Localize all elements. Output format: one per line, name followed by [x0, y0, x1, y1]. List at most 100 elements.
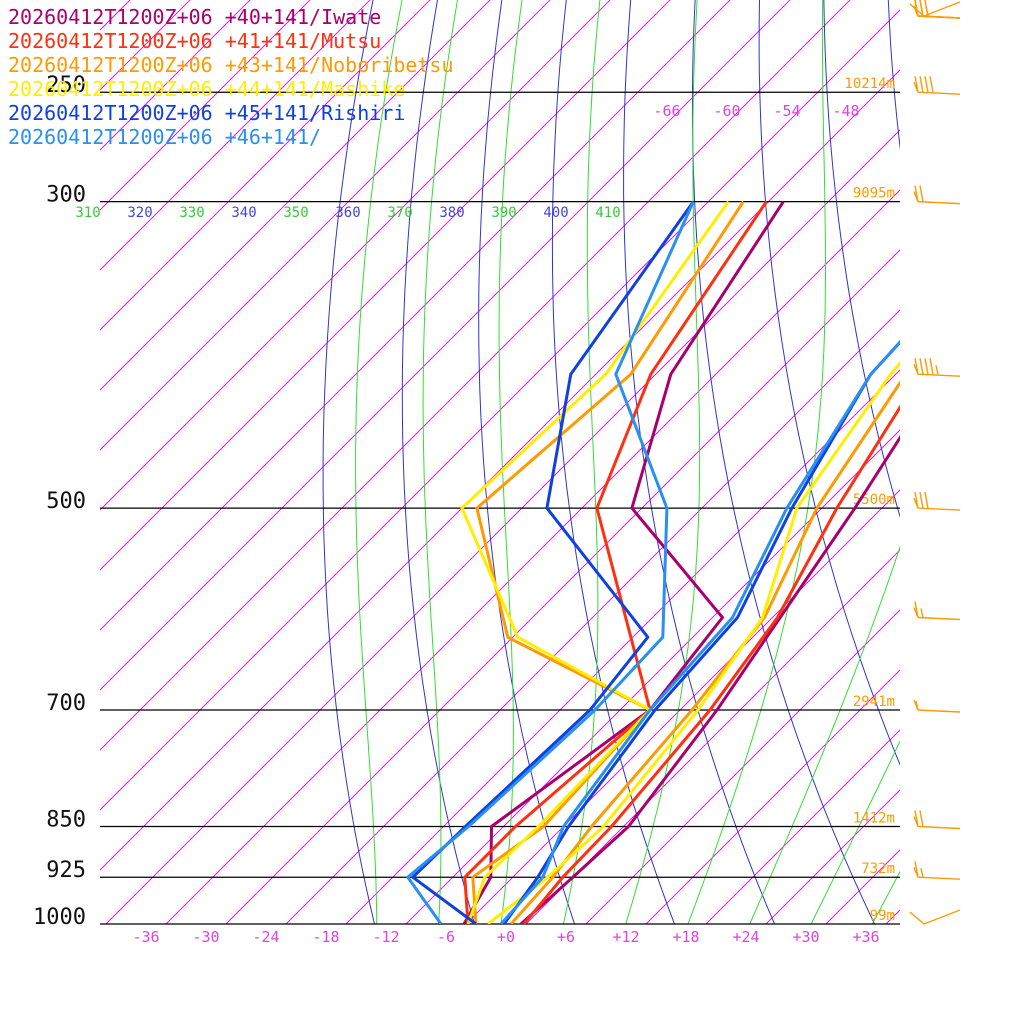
wind-barb [909, 909, 961, 925]
wind-barb-shaft [917, 709, 961, 713]
temperature-line [502, 339, 900, 924]
height-label: 732m [861, 861, 895, 877]
dewpoint-line [460, 200, 730, 924]
wind-barb-flag [924, 491, 929, 509]
wind-barb [913, 76, 961, 95]
temperature-tick-label: -12 [372, 928, 399, 946]
wind-barb-flag [914, 491, 919, 509]
temperature-tick-label: +6 [557, 928, 575, 946]
temperature-tick-label: +0 [497, 928, 515, 946]
wind-barbs [909, 0, 961, 925]
theta-label: 410 [595, 205, 620, 221]
sounding-series [406, 200, 900, 924]
theta-labels: 310 320 330 340 350 360 370 380 390 400 410 [75, 205, 620, 221]
theta-label: 360 [335, 205, 360, 221]
theta-label: 380 [439, 205, 464, 221]
temperature-tick-label: -30 [192, 928, 219, 946]
upper-temperature-label: -54 [773, 102, 800, 120]
wind-barb-flag [919, 185, 924, 202]
upper-temperature-labels: -66 -60 -54 -48 [653, 102, 859, 120]
wind-barb-shaft [917, 507, 961, 511]
wind-barb-flag [914, 0, 919, 17]
wind-barb-flag [929, 358, 934, 375]
height-label: 1412m [853, 810, 895, 826]
wind-barb-flag [914, 601, 919, 618]
wind-barb-flag [914, 861, 919, 878]
wind-barb-shaft [917, 616, 961, 621]
wind-barb-shaft [917, 91, 961, 95]
temperature-line [519, 435, 900, 924]
wind-barb-flag [914, 185, 919, 202]
wind-barb-shaft [909, 1, 961, 17]
isotherm-line [100, 9, 900, 811]
temperature-tick-label: +12 [612, 928, 639, 946]
isotherm-line [465, 489, 900, 924]
wind-barb-flag [919, 491, 924, 509]
dewpoint-line [406, 200, 695, 924]
temperature-tick-label: -6 [437, 928, 455, 946]
legend-entry: 20260412T1200Z+06 +40+141/Iwate [8, 5, 381, 29]
background-lines [100, 0, 1024, 953]
isotherm-line [100, 0, 731, 631]
wind-barb-shaft [917, 825, 961, 830]
wind-barb-flag [924, 358, 929, 375]
dewpoint-line [411, 200, 695, 924]
isotherm-line [100, 0, 671, 571]
moist-adiabat-line [498, 0, 523, 924]
dry-adiabat-line [887, 0, 900, 151]
wind-barb-flag [919, 0, 924, 17]
wind-barb [909, 1, 961, 17]
temperature-line [499, 339, 900, 924]
isotherm-line [225, 249, 900, 924]
height-labels: 16266m13646m11752m10214m9095m5500m2941m1… [844, 76, 895, 924]
temperature-tick-label: +24 [732, 928, 759, 946]
wind-barb-flag [919, 358, 924, 375]
wind-barb-flag [920, 608, 924, 618]
dewpoint-line [462, 200, 785, 924]
theta-label: 320 [127, 205, 152, 221]
wind-barb-shaft [909, 909, 961, 925]
temperature-tick-label: -24 [252, 928, 279, 946]
dry-adiabat-line [551, 0, 676, 924]
isotherm-line [105, 129, 900, 924]
moist-adiabat-line [687, 0, 826, 924]
isotherm-line [345, 369, 900, 924]
height-label: 99m [870, 908, 895, 924]
isotherm-line [100, 0, 851, 751]
pressure-tick-label: 700 [46, 691, 86, 716]
height-label: 10214m [844, 76, 895, 92]
theta-label: 340 [231, 205, 256, 221]
wind-barb [913, 491, 961, 511]
wind-barb [913, 358, 961, 377]
wind-barb-flag [915, 700, 919, 711]
dry-adiabat-line [947, 0, 1024, 953]
dry-adiabat-line [623, 0, 776, 924]
legend-entry: 20260412T1200Z+06 +44+141/Mashike [8, 77, 405, 101]
upper-temperature-label: -48 [832, 102, 859, 120]
upper-temperature-label: -66 [653, 102, 680, 120]
moist-adiabat-line [625, 0, 701, 924]
wind-barb [913, 0, 961, 19]
theta-label: 370 [387, 205, 412, 221]
pressure-tick-label: 850 [46, 807, 86, 832]
wind-barb-shaft [917, 373, 961, 377]
pressure-tick-label: 925 [46, 858, 86, 883]
isotherm-line [405, 429, 900, 924]
legend: 20260412T1200Z+06 +40+141/Iwate20260412T… [8, 5, 454, 149]
dry-adiabat-line [401, 0, 476, 924]
wind-barb [913, 861, 961, 880]
temperature-line [522, 404, 900, 924]
wind-barb [913, 185, 961, 205]
temperature-line [509, 380, 900, 924]
theta-label: 350 [283, 205, 308, 221]
isotherm-line [285, 309, 900, 924]
pressure-tick-label: 250 [46, 73, 86, 98]
pressure-tick-labels: 1001502002503005007008509251000 [33, 73, 86, 930]
legend-entry: 20260412T1200Z+06 +41+141/Mutsu [8, 29, 381, 53]
theta-label: 400 [543, 205, 568, 221]
temperature-tick-label: +36 [852, 928, 879, 946]
height-label: 9095m [853, 186, 895, 202]
theta-label: 310 [75, 205, 100, 221]
moist-adiabat-line [422, 0, 459, 924]
